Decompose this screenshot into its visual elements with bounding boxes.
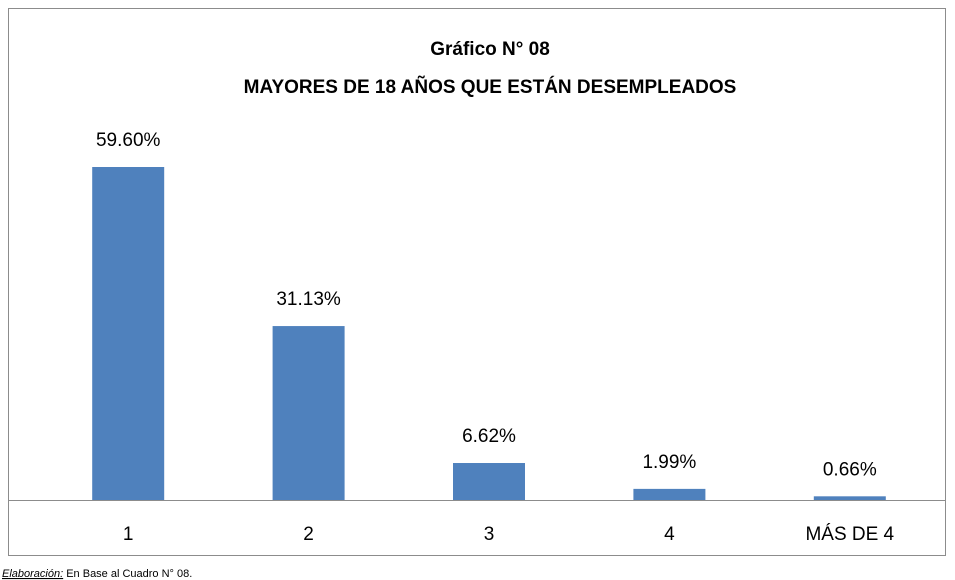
bar — [633, 488, 706, 500]
x-tick-label: MÁS DE 4 — [805, 524, 894, 545]
data-label: 31.13% — [276, 289, 341, 310]
chart-subtitle: MAYORES DE 18 AÑOS QUE ESTÁN DESEMPLEADO… — [244, 76, 737, 98]
bar — [453, 463, 525, 500]
x-tick-label: 2 — [303, 524, 314, 545]
data-label: 1.99% — [642, 452, 696, 473]
data-label: 0.66% — [823, 459, 877, 480]
bar — [813, 496, 886, 500]
x-tick-label: 1 — [123, 524, 134, 545]
bar — [92, 167, 165, 500]
x-tick-label: 3 — [484, 524, 495, 545]
data-label: 6.62% — [462, 426, 516, 447]
note-label: Elaboración: — [2, 568, 63, 580]
bar — [272, 326, 345, 500]
note-text: En Base al Cuadro N° 08. — [66, 568, 192, 580]
data-label: 59.60% — [96, 130, 161, 151]
note: Elaboración: En Base al Cuadro N° 08. — [2, 568, 192, 580]
x-tick-label: 4 — [664, 524, 675, 545]
chart-title: Gráfico N° 08 — [430, 39, 550, 60]
